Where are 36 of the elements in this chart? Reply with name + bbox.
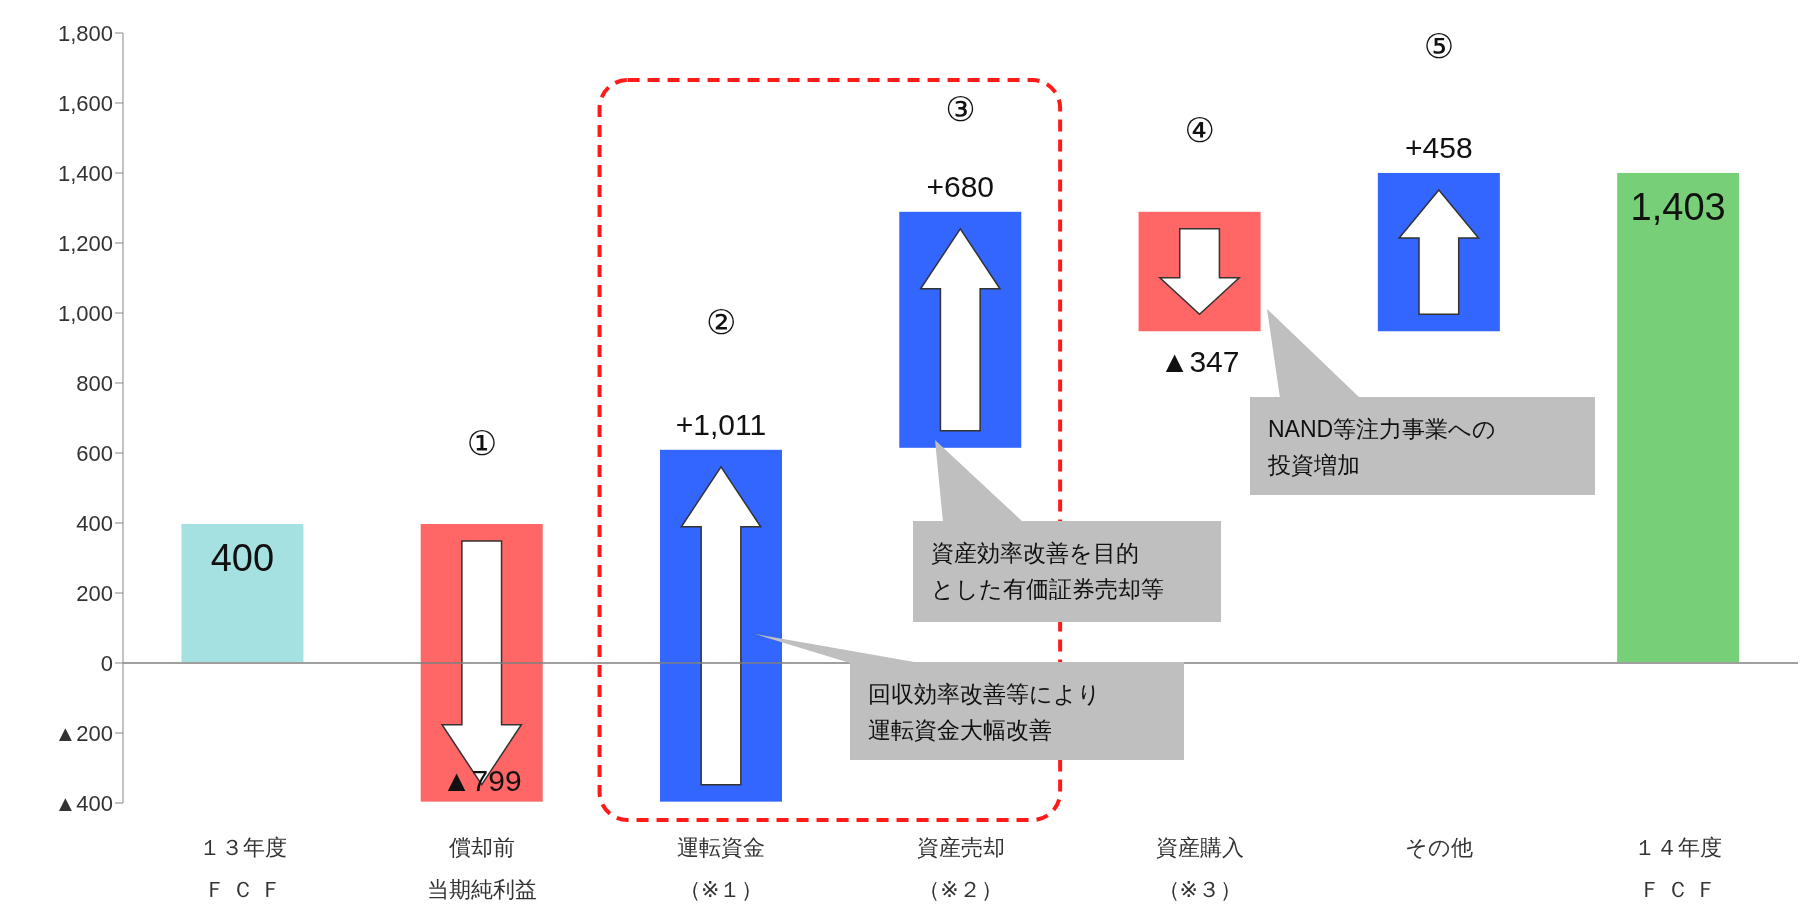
y-tick-label: 1,200	[57, 230, 113, 256]
annotation: 資産効率改善を目的とした有価証券売却等	[931, 540, 1164, 602]
bar	[1615, 170, 1742, 664]
annotation: 回収効率改善等により運転資金大幅改善	[868, 681, 1101, 743]
data-label: +680	[926, 169, 995, 203]
x-tick-label: １４年度Ｆ Ｃ Ｆ	[1634, 835, 1723, 902]
y-tick-label: 1,600	[57, 90, 113, 116]
y-tick-label: 0	[100, 650, 113, 676]
annotation: ②	[705, 303, 737, 341]
x-tick-label: 資産売却（※２）	[916, 835, 1005, 902]
y-tick-label: 200	[76, 580, 113, 606]
y-tick-label: 600	[76, 440, 113, 466]
y-tick-label: 1,800	[57, 20, 113, 46]
annotation: ⑤	[1423, 27, 1455, 65]
annotation: ①	[466, 424, 498, 462]
y-tick-label: ▲200	[54, 720, 113, 746]
y-tick-label: 400	[76, 510, 113, 536]
x-tick-label: その他	[1405, 835, 1474, 860]
y-tick-label: 800	[76, 370, 113, 396]
annotation: NAND等注力事業への投資増加	[1267, 416, 1497, 478]
annotation: ④	[1184, 111, 1216, 149]
y-tick-label: 1,400	[57, 160, 113, 186]
x-tick-label: 償却前当期純利益	[426, 835, 537, 902]
bar	[179, 522, 306, 664]
x-tick-label: 資産購入（※３）	[1155, 835, 1244, 902]
x-tick-label: １３年度Ｆ Ｃ Ｆ	[198, 835, 287, 902]
data-label: 1,403	[1630, 185, 1726, 228]
data-label: +458	[1405, 130, 1473, 164]
x-tick-label: 運転資金（※１）	[677, 835, 766, 902]
data-label: +1,011	[675, 407, 767, 441]
y-tick-label: ▲400	[54, 790, 113, 816]
data-label: ▲347	[1159, 345, 1240, 379]
y-tick-label: 1,000	[57, 300, 113, 326]
data-label: 400	[210, 537, 275, 579]
data-label: ▲799	[441, 763, 522, 797]
annotation: ③	[945, 90, 976, 128]
